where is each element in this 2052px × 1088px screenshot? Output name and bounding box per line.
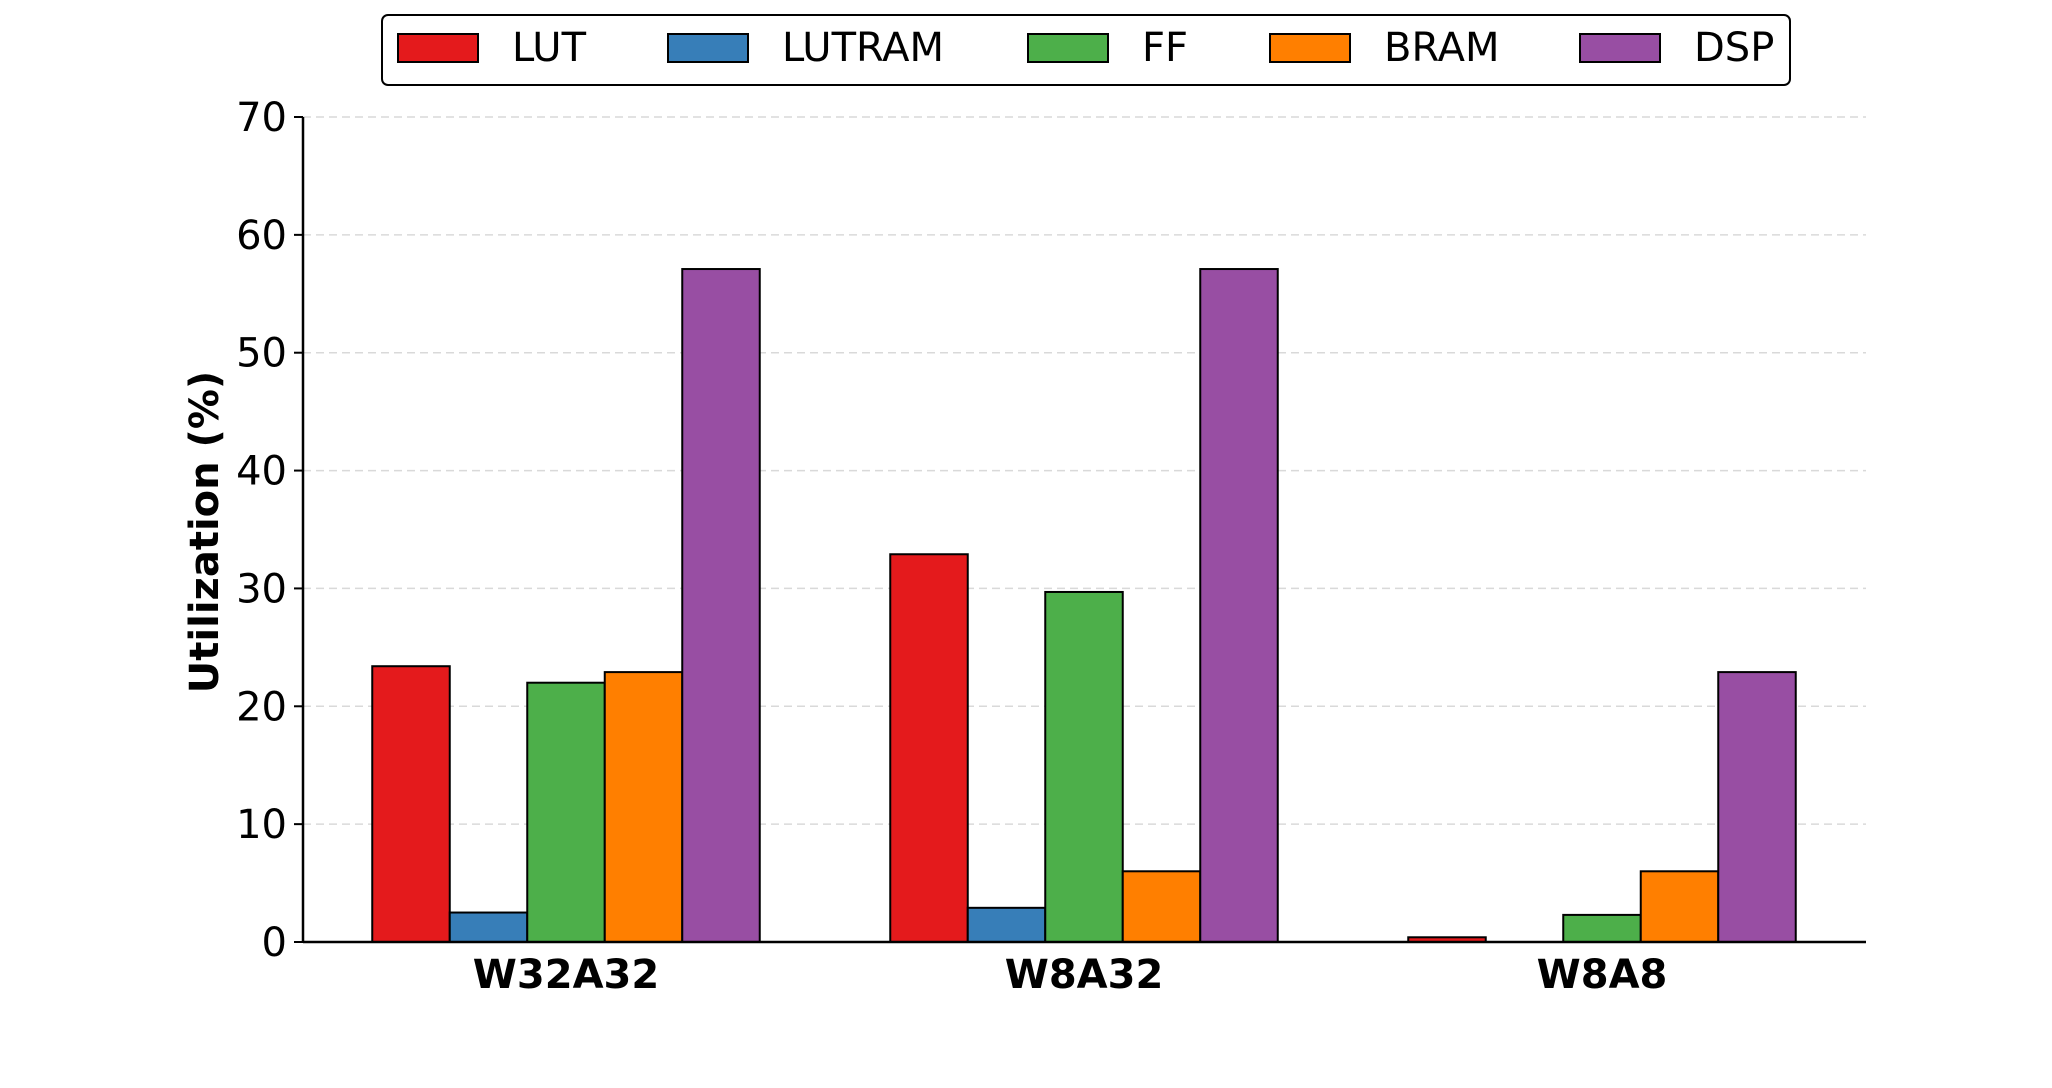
y-tick-label: 30 (236, 566, 287, 612)
bar-lut-w32a32 (371, 665, 451, 943)
legend-label: LUTRAM (782, 25, 944, 71)
y-axis-label: Utilization (%) (182, 371, 228, 693)
legend-swatch (1269, 33, 1351, 63)
y-tick-label: 20 (236, 684, 287, 730)
bar-bram-w32a32 (603, 671, 684, 943)
bar-dsp-w8a8 (1717, 671, 1797, 943)
bar-dsp-w8a32 (1199, 268, 1279, 943)
y-tick-label: 10 (236, 802, 287, 848)
bar-lutram-w32a32 (448, 911, 529, 943)
legend-label: BRAM (1384, 25, 1500, 71)
y-tick-label: 60 (236, 213, 287, 259)
legend-label: LUT (512, 25, 587, 71)
x-category-label: W32A32 (473, 952, 659, 998)
legend-label: FF (1142, 25, 1188, 71)
x-category-label: W8A8 (1537, 952, 1668, 998)
y-tick-label: 0 (262, 920, 287, 966)
bar-ff-w32a32 (526, 681, 606, 943)
y-tick-label: 70 (236, 95, 287, 141)
y-tick-labels: 0 10 20 30 40 50 60 70 (236, 95, 287, 966)
axes (294, 116, 1866, 944)
bar-lut-w8a32 (889, 553, 969, 943)
legend: LUT LUTRAM FF BRAM DSP (381, 14, 1791, 86)
bars (371, 268, 1797, 944)
legend-swatch (1027, 33, 1109, 63)
bar-bram-w8a8 (1639, 870, 1720, 943)
bar-dsp-w32a32 (681, 268, 761, 943)
legend-swatch (1579, 33, 1661, 63)
bar-ff-w8a8 (1562, 913, 1642, 944)
bar-bram-w8a32 (1121, 870, 1202, 943)
x-category-labels: W32A32 W8A32 W8A8 (473, 952, 1668, 998)
bar-ff-w8a32 (1044, 590, 1124, 943)
y-tick-label: 40 (236, 449, 287, 495)
legend-swatch (397, 33, 479, 63)
x-category-label: W8A32 (1005, 952, 1164, 998)
bar-lutram-w8a32 (966, 906, 1047, 943)
y-tick-label: 50 (236, 331, 287, 377)
legend-swatch (667, 33, 749, 63)
legend-label: DSP (1694, 25, 1774, 71)
